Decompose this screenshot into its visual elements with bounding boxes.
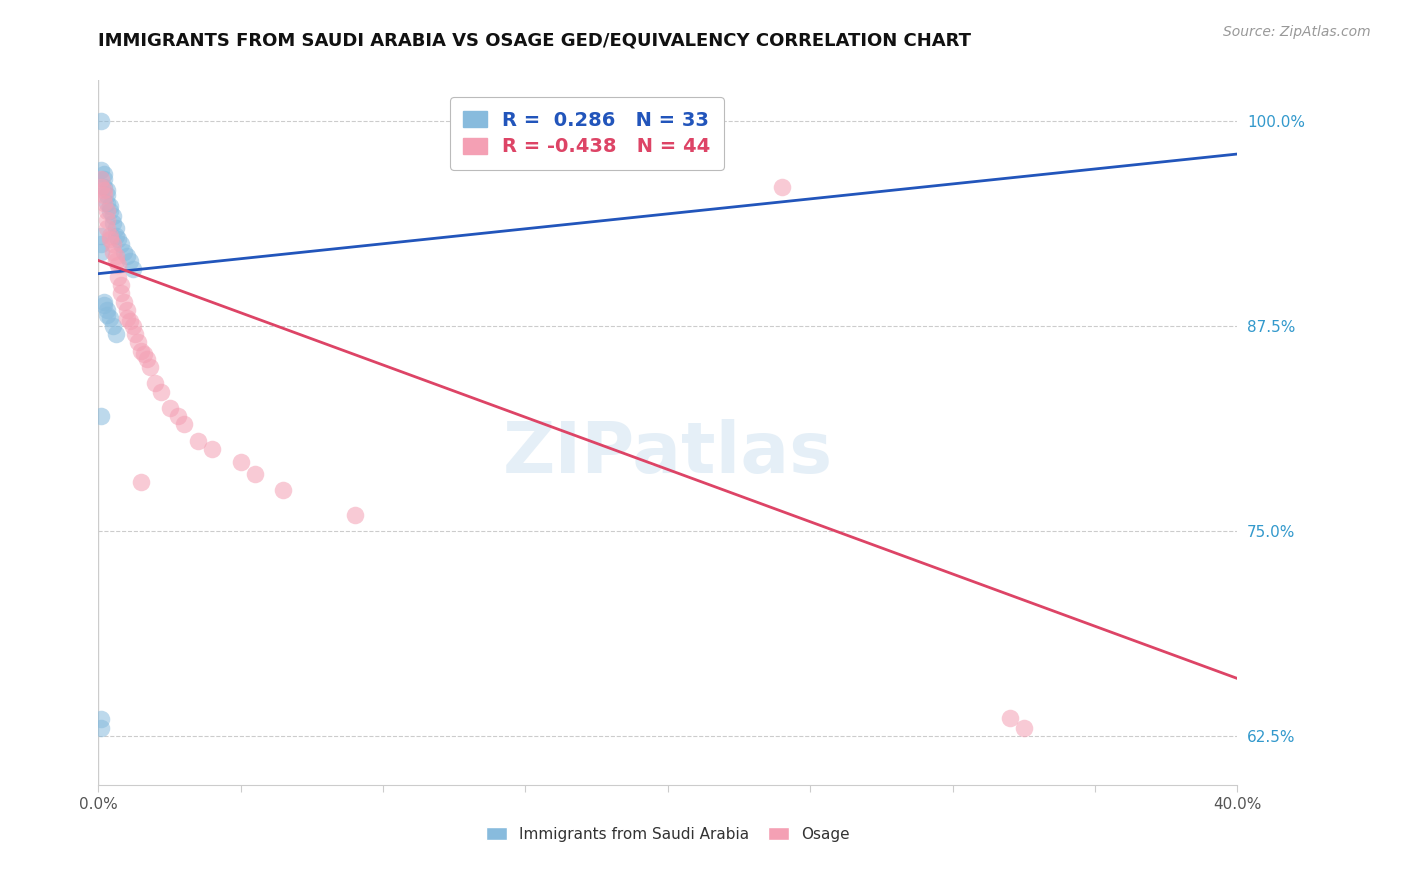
Point (121, 261, 143, 276)
Point (96, 183, 118, 197)
Point (101, 245, 124, 260)
Text: IMMIGRANTS FROM SAUDI ARABIA VS OSAGE GED/EQUIVALENCY CORRELATION CHART: IMMIGRANTS FROM SAUDI ARABIA VS OSAGE GE… (98, 31, 972, 49)
Point (273, 483, 295, 497)
Point (90, 171, 112, 186)
Point (90, 114, 112, 128)
Point (110, 278, 132, 293)
Point (107, 259, 129, 273)
Point (93, 167, 115, 181)
Point (145, 376, 167, 391)
Point (93, 298, 115, 312)
Point (127, 335, 149, 350)
Point (118, 253, 141, 268)
Point (90, 409, 112, 424)
Point (90, 245, 112, 260)
Point (104, 249, 127, 263)
Point (107, 269, 129, 284)
Point (93, 171, 115, 186)
Point (98, 232, 121, 246)
Point (110, 286, 132, 301)
Point (112, 245, 135, 260)
Point (115, 310, 138, 325)
Point (90, 237, 112, 252)
Point (90, 229, 112, 244)
Point (96, 204, 118, 219)
Point (159, 401, 181, 415)
Point (90, 163, 112, 178)
Point (101, 237, 124, 252)
Point (167, 409, 190, 424)
Point (101, 216, 124, 230)
Point (96, 196, 118, 211)
Point (98, 199, 121, 213)
Point (118, 314, 141, 328)
Point (101, 209, 124, 223)
Point (201, 442, 224, 456)
Point (132, 347, 155, 361)
Point (98, 310, 121, 325)
Point (129, 343, 152, 358)
Point (135, 351, 157, 366)
Point (93, 183, 115, 197)
Point (107, 232, 129, 246)
Point (770, 179, 793, 194)
Point (229, 455, 252, 469)
Point (90, 721, 112, 735)
Point (115, 302, 138, 317)
Point (93, 188, 115, 202)
Point (1012, 721, 1035, 735)
Point (243, 467, 266, 481)
Point (93, 179, 115, 194)
Point (101, 319, 124, 334)
Point (104, 220, 127, 235)
Point (93, 196, 115, 211)
Point (98, 204, 121, 219)
Point (104, 229, 127, 244)
Legend: Immigrants from Saudi Arabia, Osage: Immigrants from Saudi Arabia, Osage (479, 821, 856, 847)
Point (90, 179, 112, 194)
Point (90, 713, 112, 727)
Point (187, 434, 209, 448)
Point (110, 237, 132, 252)
Point (138, 360, 160, 375)
Point (129, 475, 152, 489)
Point (96, 302, 118, 317)
Point (96, 308, 118, 322)
Point (98, 229, 121, 244)
Point (173, 417, 195, 432)
Point (124, 327, 146, 342)
Point (150, 384, 173, 399)
Point (121, 319, 143, 334)
Point (104, 327, 127, 342)
Point (96, 220, 118, 235)
Point (112, 294, 135, 309)
Point (104, 253, 127, 268)
Text: ZIPatlas: ZIPatlas (503, 419, 832, 488)
Point (93, 294, 115, 309)
Point (96, 212, 118, 227)
Text: Source: ZipAtlas.com: Source: ZipAtlas.com (1223, 25, 1371, 39)
Point (115, 249, 138, 263)
Point (96, 188, 118, 202)
Point (998, 711, 1021, 725)
Point (343, 508, 366, 522)
